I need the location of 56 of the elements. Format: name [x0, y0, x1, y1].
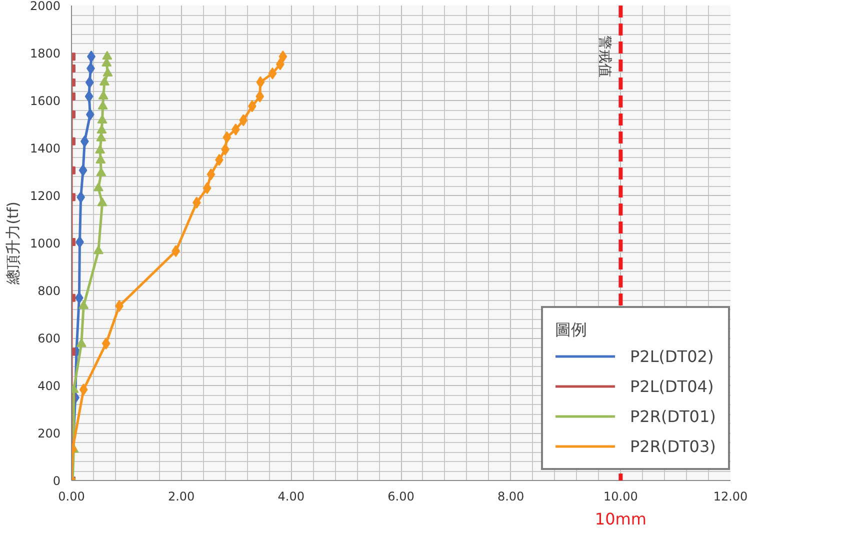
point	[202, 182, 212, 194]
y-tick-label: 2000	[30, 0, 61, 13]
y-axis-title: 總頂升力(tf)	[4, 202, 22, 286]
point	[99, 76, 110, 86]
point	[96, 167, 106, 176]
y-tick-label: 1000	[30, 236, 61, 250]
point	[97, 197, 108, 206]
legend-label: P2L(DT02)	[630, 346, 714, 366]
point	[102, 50, 112, 60]
point	[96, 132, 106, 142]
point	[102, 68, 113, 77]
legend-title: 圖例	[555, 320, 588, 341]
point	[239, 114, 248, 126]
x-tick-label: 10.00	[603, 490, 638, 504]
x-tick-label: 2.00	[168, 490, 195, 504]
x-tick-label: 6.00	[388, 490, 414, 504]
point	[85, 76, 94, 88]
y-tick-label: 200	[38, 426, 60, 440]
ref-line-label: 警戒值	[596, 36, 613, 78]
y-tick-label: 600	[38, 332, 60, 346]
legend-label: P2R(DT01)	[630, 406, 716, 426]
y-tick-label: 1400	[30, 142, 61, 156]
point	[268, 67, 277, 80]
x-tick-label: 8.00	[497, 490, 524, 504]
point	[278, 50, 288, 63]
y-tick-label: 1600	[30, 94, 61, 108]
point	[95, 144, 106, 154]
point	[98, 90, 108, 100]
x-tick-label: 4.00	[278, 490, 305, 504]
text: 10mm	[594, 510, 646, 528]
point	[256, 76, 265, 88]
y-tick-label: 800	[38, 284, 60, 298]
y-tick-label: 1800	[30, 46, 61, 60]
x-tick-label: 12.00	[713, 490, 748, 504]
point	[78, 300, 89, 310]
legend-label: P2L(DT04)	[630, 376, 714, 396]
point	[222, 131, 232, 144]
point	[98, 100, 108, 110]
point	[93, 182, 104, 192]
point	[96, 154, 106, 164]
point	[96, 124, 107, 134]
point	[172, 245, 180, 258]
x-tick-label: 0.00	[58, 490, 85, 504]
legend-label: P2R(DT03)	[630, 436, 716, 456]
y-tick-label: 1200	[30, 189, 61, 203]
y-tick-label: 400	[38, 379, 60, 393]
point	[102, 337, 110, 350]
point	[206, 168, 216, 180]
point	[79, 384, 88, 396]
point	[76, 338, 86, 348]
point	[256, 90, 264, 102]
point	[84, 90, 94, 102]
point	[97, 114, 108, 124]
point	[93, 245, 104, 254]
point	[78, 164, 88, 176]
y-tick-label: 0	[52, 474, 61, 488]
